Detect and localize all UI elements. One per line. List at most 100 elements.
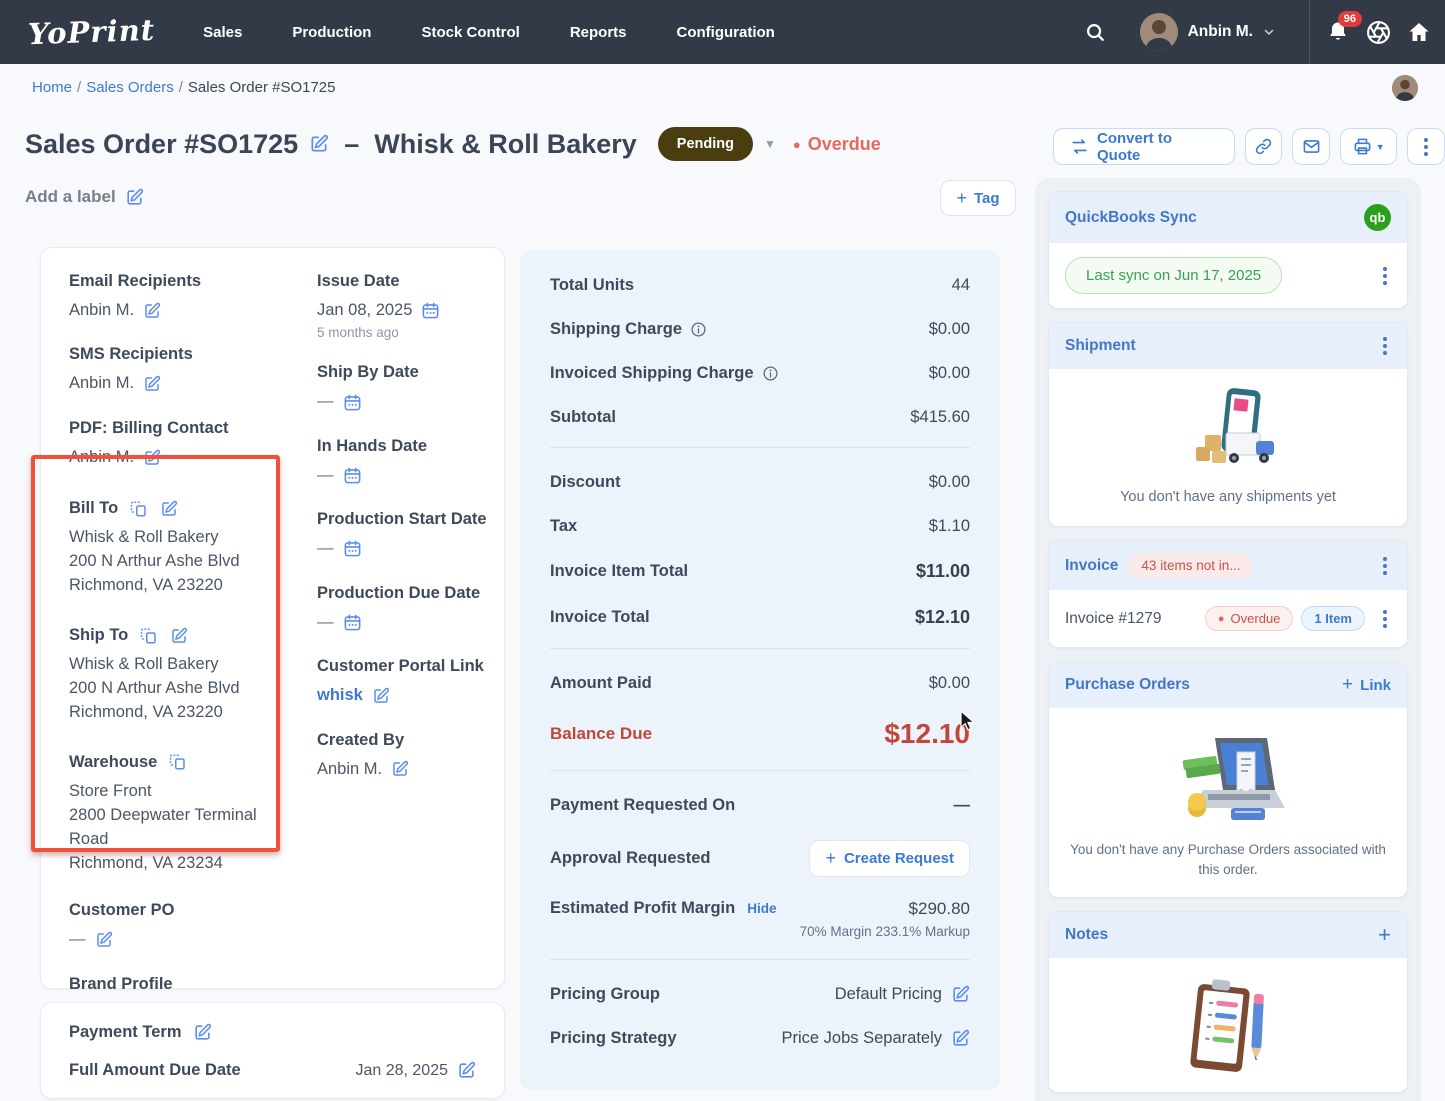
link-purchase-order-button[interactable]: + Link (1342, 674, 1391, 696)
customer-portal-link-value[interactable]: whisk (317, 686, 363, 705)
convert-to-quote-button[interactable]: Convert to Quote (1053, 128, 1235, 165)
kebab-icon[interactable] (1379, 608, 1391, 630)
edit-icon[interactable] (160, 500, 178, 518)
breadcrumb-home[interactable]: Home (32, 79, 73, 96)
edit-icon[interactable] (391, 760, 409, 778)
subtotal-value: $415.60 (910, 408, 970, 426)
nav-item-stock-control[interactable]: Stock Control (421, 23, 520, 41)
edit-icon[interactable] (457, 1061, 476, 1080)
bill-to-field: Bill To Whisk & Roll Bakery 200 N Arthur… (69, 499, 297, 598)
info-icon[interactable] (762, 365, 779, 382)
add-tag-button[interactable]: + Tag (940, 180, 1016, 216)
payment-requested-row: Payment Requested On — (550, 796, 970, 815)
production-start-date-label: Production Start Date (317, 510, 487, 529)
tax-label: Tax (550, 517, 578, 535)
invoice-item-total-label: Invoice Item Total (550, 562, 689, 580)
payment-requested-label: Payment Requested On (550, 796, 736, 814)
email-button[interactable] (1292, 128, 1331, 165)
copy-icon[interactable] (140, 627, 158, 645)
warehouse-label: Warehouse (69, 752, 158, 771)
print-button[interactable]: ▼ (1340, 128, 1398, 165)
create-request-button[interactable]: + Create Request (809, 840, 970, 877)
invoice-number[interactable]: Invoice #1279 (1065, 609, 1162, 627)
nav-item-production[interactable]: Production (292, 23, 372, 41)
more-actions-button[interactable] (1407, 128, 1445, 165)
amount-paid-row: Amount Paid $0.00 (550, 674, 970, 693)
user-avatar (1139, 13, 1178, 51)
quickbooks-sync-title: QuickBooks Sync (1065, 208, 1197, 226)
copy-icon[interactable] (169, 753, 187, 771)
user-menu[interactable]: Anbin M. (1122, 13, 1293, 51)
pricing-group-value: Default Pricing (834, 985, 942, 1003)
nav-item-sales[interactable]: Sales (203, 23, 243, 41)
discount-label: Discount (550, 473, 621, 491)
payment-term-label: Payment Term (69, 1023, 182, 1041)
edit-icon[interactable] (95, 931, 113, 949)
create-request-label: Create Request (843, 850, 954, 867)
status-caret-icon[interactable]: ▼ (764, 137, 776, 151)
approval-requested-row: Approval Requested + Create Request (550, 840, 970, 877)
divider (550, 770, 970, 771)
hide-link[interactable]: Hide (747, 901, 777, 916)
kebab-icon[interactable] (1379, 265, 1391, 287)
edit-icon[interactable] (170, 627, 188, 645)
add-note-button[interactable]: + (1378, 922, 1391, 948)
print-caret-icon: ▼ (1375, 141, 1385, 152)
warehouse-line: Store Front (69, 781, 152, 800)
kebab-icon[interactable] (1379, 555, 1391, 577)
aperture-icon[interactable] (1366, 20, 1391, 45)
nav-divider (1309, 0, 1310, 64)
edit-title-icon[interactable] (309, 134, 329, 154)
nav-item-reports[interactable]: Reports (569, 23, 627, 41)
edit-icon[interactable] (143, 302, 161, 320)
profit-margin-value: $290.80 (908, 899, 970, 918)
edit-icon[interactable] (193, 1023, 212, 1042)
warehouse-line: 2800 Deepwater Terminal Road (69, 805, 257, 848)
bill-to-label: Bill To (69, 499, 119, 518)
pricing-strategy-row: Pricing Strategy Price Jobs Separately (550, 1029, 970, 1048)
edit-icon[interactable] (951, 985, 970, 1004)
copy-link-button[interactable] (1244, 128, 1283, 165)
edit-icon[interactable] (372, 687, 390, 705)
pdf-billing-contact-field: PDF: Billing Contact Anbin M. (69, 419, 297, 469)
info-icon[interactable] (690, 321, 707, 338)
profit-margin-label: Estimated Profit Margin (550, 899, 736, 917)
invoice-total-label: Invoice Total (550, 608, 650, 626)
tag-label: Tag (973, 189, 1000, 207)
approval-requested-label: Approval Requested (550, 849, 711, 867)
presence-avatar[interactable] (1392, 75, 1418, 101)
yoprint-logo[interactable]: YoPrint (27, 12, 156, 52)
divider (550, 648, 970, 649)
invoice-warning-badge[interactable]: 43 items not in... (1128, 553, 1254, 579)
tax-row: Tax $1.10 (550, 517, 970, 536)
sms-recipients-label: SMS Recipients (69, 345, 193, 364)
calendar-icon[interactable] (421, 301, 440, 320)
sms-recipients-field: SMS Recipients Anbin M. (69, 345, 297, 395)
shipping-charge-label: Shipping Charge (550, 320, 682, 338)
edit-icon[interactable] (951, 1029, 970, 1048)
kebab-icon[interactable] (1379, 335, 1391, 357)
bell-icon[interactable]: 96 (1326, 11, 1362, 44)
edit-icon[interactable] (143, 375, 161, 393)
edit-icon[interactable] (143, 449, 161, 467)
last-sync-badge[interactable]: Last sync on Jun 17, 2025 (1065, 257, 1283, 294)
calendar-icon[interactable] (343, 393, 362, 412)
email-recipients-value: Anbin M. (69, 301, 135, 319)
calendar-icon[interactable] (343, 539, 362, 558)
home-icon[interactable] (1407, 20, 1431, 44)
add-label[interactable]: Add a label (25, 187, 144, 207)
issue-date-relative: 5 months ago (317, 325, 399, 341)
breadcrumb-current: Sales Order #SO1725 (187, 79, 336, 96)
invoice-row[interactable]: Invoice #1279 ● Overdue 1 Item (1049, 590, 1407, 647)
search-icon[interactable] (1084, 21, 1106, 43)
status-badge[interactable]: Pending (657, 127, 753, 161)
calendar-icon[interactable] (343, 466, 362, 485)
invoice-title: Invoice (1065, 556, 1119, 574)
tax-value: $1.10 (928, 517, 970, 535)
breadcrumb-sales-orders[interactable]: Sales Orders (86, 79, 174, 96)
notification-badge: 96 (1337, 11, 1362, 27)
nav-item-configuration[interactable]: Configuration (676, 23, 775, 41)
calendar-icon[interactable] (343, 613, 362, 632)
created-by-field: Created By Anbin M. (317, 731, 488, 781)
copy-icon[interactable] (130, 500, 148, 518)
